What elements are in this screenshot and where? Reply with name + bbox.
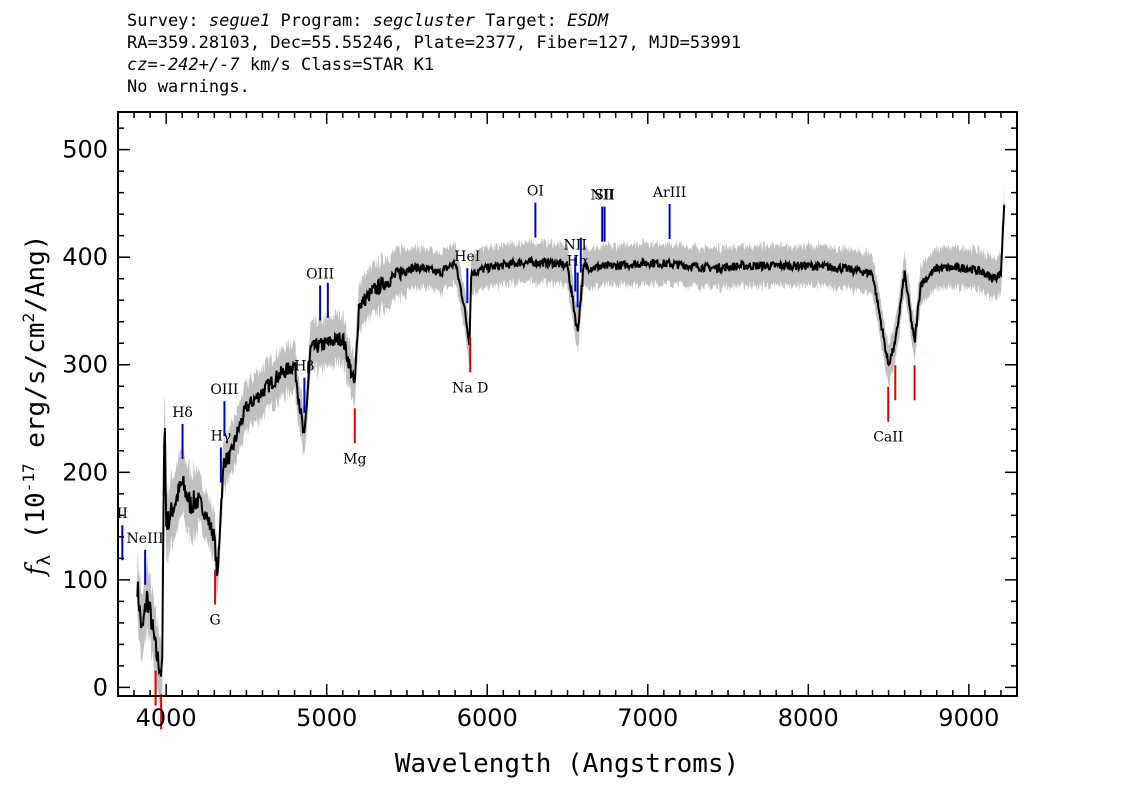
survey-value: segue1: [208, 11, 271, 31]
ylabel-unit-close: /Ang): [21, 235, 51, 313]
x-tick-label: 7000: [617, 704, 678, 732]
ylabel-unit-open: (10: [21, 492, 51, 555]
header-line-1: Survey: segue1 Program: segcluster Targe…: [127, 10, 741, 32]
y-tick-label: 0: [93, 673, 108, 701]
header-line-2: RA=359.28103, Dec=55.55246, Plate=2377, …: [127, 33, 742, 53]
emission-line-label: Hδ: [172, 405, 193, 421]
x-tick-label: 8000: [778, 704, 839, 732]
emission-line-label: NII: [564, 238, 587, 254]
program-value: segcluster: [372, 11, 476, 31]
header-line-4: No warnings.: [127, 77, 250, 97]
emission-line-label: SII: [594, 188, 615, 204]
x-tick-label: 6000: [457, 704, 518, 732]
ylabel-mid: erg/s/cm: [21, 323, 51, 464]
emission-line-label: Hβ: [294, 359, 314, 375]
absorption-line-label: Mg: [343, 451, 366, 467]
emission-line-label: NII: [591, 188, 614, 204]
redshift-value: cz=-242+/-7: [127, 55, 240, 75]
emission-line-label: NeIII: [127, 531, 164, 547]
emission-line-label: HeI: [454, 249, 480, 265]
emission-line-label: ArIII: [652, 185, 686, 201]
emission-line-label: II: [117, 506, 128, 522]
y-tick-label: 500: [62, 136, 108, 164]
x-tick-label: 4000: [136, 704, 197, 732]
y-tick-label: 200: [62, 458, 108, 486]
target-value: ESDM: [567, 11, 609, 31]
ylabel-lambda: λ: [34, 555, 55, 566]
survey-label: Survey:: [127, 11, 209, 31]
y-tick-label: 100: [62, 566, 108, 594]
target-label: Target:: [475, 11, 568, 31]
spectrum-header: Survey: segue1 Program: segcluster Targe…: [127, 10, 741, 98]
emission-line-label: Hα: [567, 253, 589, 269]
x-tick-label: 9000: [938, 704, 999, 732]
emission-line-label: OI: [527, 184, 544, 200]
x-tick-label: 5000: [296, 704, 357, 732]
axes: 4000 5000 6000 7000 8000 9000 0 100 200 300 400 500: [62, 112, 1017, 732]
absorption-line-label: G: [210, 613, 221, 629]
program-label: Program:: [270, 11, 373, 31]
class-value: km/s Class=STAR K1: [239, 55, 435, 75]
x-axis-title: Wavelength (Angstroms): [395, 749, 739, 779]
ylabel-exp2: 2: [19, 313, 38, 323]
flux-line: [136, 204, 1006, 677]
y-tick-label: 400: [62, 243, 108, 271]
emission-line-label: OIII: [210, 382, 238, 398]
absorption-line-label: Na D: [452, 380, 488, 396]
header-line-3: cz=-242+/-7 km/s Class=STAR K1: [127, 54, 741, 76]
emission-line-label: Hγ: [211, 429, 232, 445]
absorption-line-label: CaII: [873, 430, 903, 446]
y-tick-label: 300: [62, 351, 108, 379]
ylabel-exp1: -17: [19, 463, 38, 492]
emission-line-label: OIII: [306, 266, 334, 282]
y-axis-title: fλ (10-17 erg/s/cm2/Ang): [19, 235, 55, 578]
